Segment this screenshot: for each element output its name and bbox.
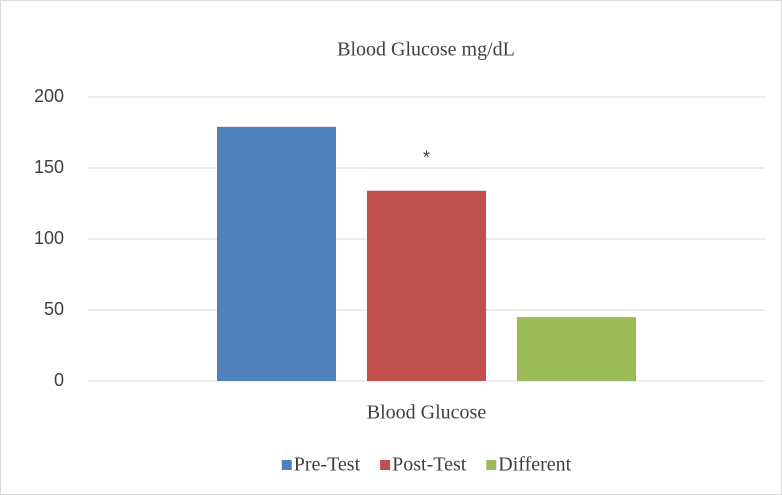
legend-swatch [281,460,292,470]
bar [367,190,486,381]
legend-label: Pre-Test [294,454,361,476]
y-tick-label: 200 [34,86,64,106]
x-tick-label: Blood Glucose [367,402,487,424]
y-tick-label: 50 [44,299,64,319]
chart-title: Blood Glucose mg/dL [337,39,515,61]
y-tick-label: 150 [34,157,64,177]
legend-swatch [380,460,391,470]
bar [217,126,336,381]
legend-label: Post-Test [392,454,467,476]
legend-label: Different [498,454,571,476]
y-tick-label: 0 [54,370,64,390]
y-tick-label: 100 [34,228,64,248]
bar [517,317,636,381]
legend-swatch [486,460,497,470]
annotation: * [423,147,430,167]
